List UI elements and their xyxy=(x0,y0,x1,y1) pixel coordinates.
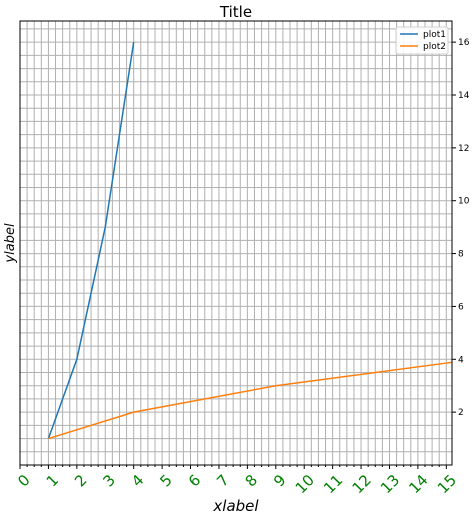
axes-frame xyxy=(19,20,453,466)
y-tick-label: 12 xyxy=(458,144,469,154)
y-tick-label: 4 xyxy=(458,355,464,365)
x-axis-label: xlabel xyxy=(212,497,259,515)
series-lines xyxy=(47,42,453,440)
y-tick-label: 6 xyxy=(458,302,464,312)
plot-area xyxy=(20,21,452,465)
series-line-plot1 xyxy=(47,42,135,439)
y-tick-label: 14 xyxy=(458,91,470,101)
legend-label-plot2: plot2 xyxy=(423,42,446,52)
y-tick-label: 16 xyxy=(458,38,470,48)
y-axis: 2 4 6 8 10 12 14 16 xyxy=(452,38,470,418)
y-axis-label: ylabel xyxy=(3,223,18,264)
series-line-plot2 xyxy=(48,361,453,440)
y-tick-label: 10 xyxy=(458,197,470,207)
grid-lines xyxy=(19,21,452,465)
y-tick-label: 2 xyxy=(458,408,464,418)
legend: plot1 plot2 xyxy=(395,26,449,55)
legend-label-plot1: plot1 xyxy=(423,30,446,40)
y-tick-label: 8 xyxy=(458,250,464,260)
chart-title: Title xyxy=(219,3,252,21)
